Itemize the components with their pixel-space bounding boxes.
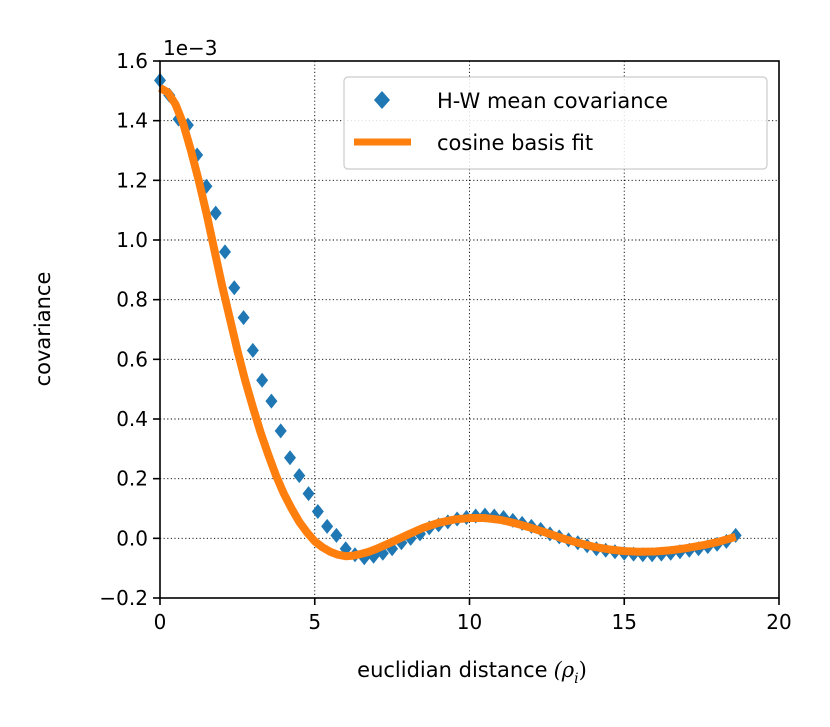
legend: H-W mean covariance cosine basis fit: [343, 76, 768, 170]
y-tick-label: −0.2: [99, 586, 148, 610]
data-point-diamond: [283, 450, 296, 466]
x-tick-label: 10: [457, 610, 482, 634]
data-point-diamond: [209, 205, 222, 221]
legend-box: [343, 76, 768, 170]
y-tick-label: 1.4: [116, 109, 148, 133]
x-axis-label-text: euclidian distance: [357, 658, 547, 682]
x-axis-label: euclidian distance (ρi): [357, 658, 587, 687]
y-tick-label: 0.8: [116, 288, 148, 312]
data-layer: [154, 72, 742, 566]
x-tick-label: 20: [766, 610, 791, 634]
y-axis-label: covariance: [31, 272, 55, 387]
y-tick-label: 1.6: [116, 49, 148, 73]
y-tick-label: 1.0: [116, 228, 148, 252]
fit-line: [157, 84, 737, 561]
y-tick-label: 1.2: [116, 168, 148, 192]
legend-diamond-marker: [374, 91, 390, 109]
data-point-diamond: [218, 244, 231, 260]
data-point-diamond: [265, 393, 278, 409]
data-point-diamond: [302, 486, 315, 502]
legend-label-mean-covariance: H-W mean covariance: [437, 89, 668, 113]
x-tick-label: 5: [308, 610, 321, 634]
y-tick-label: 0.4: [116, 407, 148, 431]
data-point-diamond: [256, 372, 269, 388]
y-tick-label: 0.6: [116, 347, 148, 371]
legend-label-cosine-fit: cosine basis fit: [437, 131, 593, 155]
x-tick-label: 0: [154, 610, 167, 634]
data-point-diamond: [246, 342, 259, 358]
data-point-diamond: [237, 310, 250, 326]
x-tick-label: 15: [612, 610, 637, 634]
data-point-diamond: [228, 280, 241, 296]
x-axis-label-math-close: ): [579, 658, 587, 682]
data-point-diamond: [330, 527, 343, 543]
y-tick-label: 0.0: [116, 526, 148, 550]
data-point-diamond: [311, 503, 324, 519]
data-point-diamond: [293, 468, 306, 484]
tick-layer: 0 5 10 15 20 −0.2 0.0 0.2 0.4 0.6 0.8 1.0 1.2 1.4 1.6: [99, 49, 791, 634]
data-point-diamond: [321, 518, 334, 534]
x-axis-label-math-sub: i: [574, 671, 578, 687]
data-point-diamond: [274, 423, 287, 439]
y-offset-label: 1e−3: [163, 36, 218, 60]
x-axis-label-math: (ρ: [554, 658, 575, 682]
y-tick-label: 0.2: [116, 467, 148, 491]
